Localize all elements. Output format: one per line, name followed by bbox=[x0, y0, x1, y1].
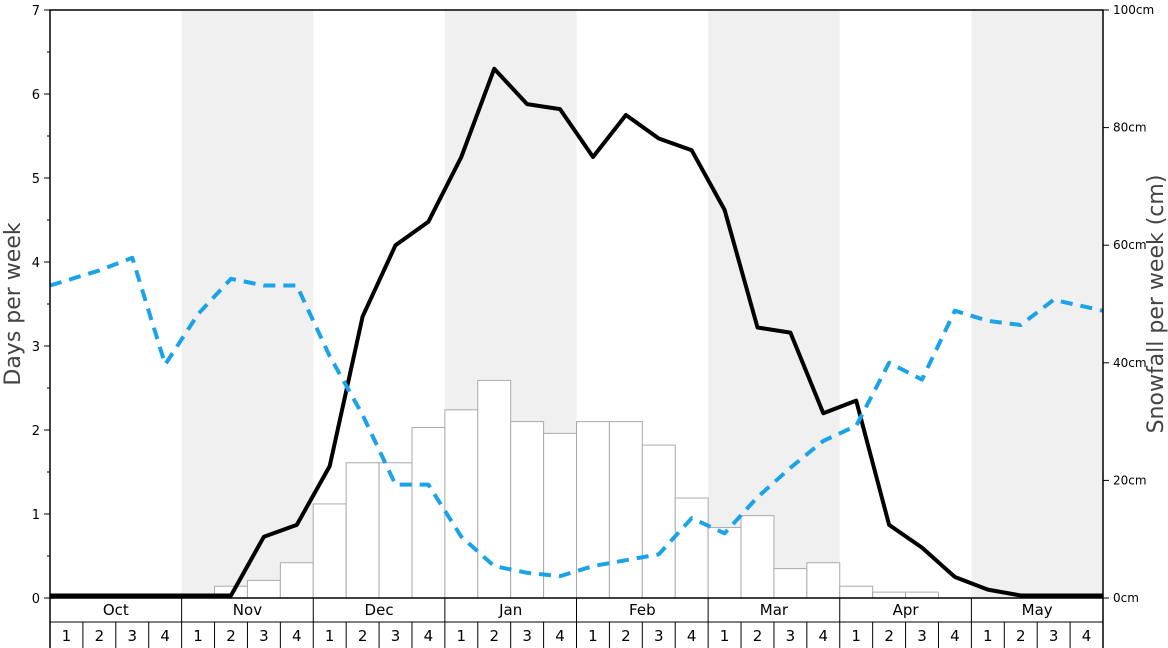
week-label: 3 bbox=[259, 627, 269, 645]
week-label: 4 bbox=[424, 627, 434, 645]
snowfall-bar bbox=[839, 585, 874, 599]
week-label: 1 bbox=[325, 627, 335, 645]
week-label: 4 bbox=[687, 627, 697, 645]
week-label: 4 bbox=[555, 627, 565, 645]
week-label: 2 bbox=[226, 627, 236, 645]
snowfall-bar bbox=[740, 515, 775, 599]
week-label: 2 bbox=[884, 627, 894, 645]
week-label: 2 bbox=[358, 627, 368, 645]
snowfall-bar bbox=[905, 591, 939, 599]
week-label: 3 bbox=[917, 627, 927, 645]
month-band-may bbox=[971, 10, 1103, 598]
month-band-nov bbox=[181, 10, 314, 598]
month-label-oct: Oct bbox=[103, 601, 129, 619]
right-tick-label: 100cm bbox=[1113, 3, 1154, 17]
month-label-mar: Mar bbox=[760, 601, 789, 619]
week-label: 3 bbox=[786, 627, 796, 645]
snowfall-bar bbox=[411, 426, 446, 599]
week-label: 2 bbox=[1016, 627, 1026, 645]
week-label: 3 bbox=[654, 627, 664, 645]
week-label: 4 bbox=[1082, 627, 1092, 645]
week-label: 4 bbox=[819, 627, 829, 645]
left-tick-label: 2 bbox=[32, 424, 40, 439]
snowfall-bar bbox=[674, 497, 709, 599]
left-tick-label: 6 bbox=[32, 88, 40, 103]
week-label: 3 bbox=[1049, 627, 1059, 645]
right-tick-label: 0cm bbox=[1113, 591, 1139, 605]
right-tick-label: 40cm bbox=[1113, 356, 1147, 370]
series-lines bbox=[49, 66, 1104, 598]
snowfall-bar bbox=[806, 562, 841, 599]
snowfall-bar bbox=[246, 579, 281, 599]
week-label: 3 bbox=[127, 627, 137, 645]
month-label-may: May bbox=[1022, 601, 1053, 619]
week-label: 3 bbox=[391, 627, 401, 645]
week-label: 1 bbox=[588, 627, 598, 645]
week-label: 2 bbox=[95, 627, 105, 645]
month-label-nov: Nov bbox=[233, 601, 262, 619]
right-axis-title: Snowfall per week (cm) bbox=[1144, 175, 1168, 434]
week-label: 1 bbox=[457, 627, 467, 645]
month-week-axis: Oct 1 2 3 4 Nov 1 2 3 4 Dec 1 2 3 4 Jan 1 2 3 4 Feb 1 2 3 4 Mar 1 2… bbox=[49, 598, 1104, 648]
week-label: 1 bbox=[851, 627, 861, 645]
week-label: 1 bbox=[720, 627, 730, 645]
left-tick-label: 1 bbox=[32, 508, 40, 523]
solid-series-line bbox=[50, 66, 1103, 598]
month-label-dec: Dec bbox=[365, 601, 394, 619]
right-tick-label: 80cm bbox=[1113, 121, 1147, 135]
month-band-mar bbox=[708, 10, 840, 598]
right-tick-label: 20cm bbox=[1113, 473, 1147, 487]
week-label: 4 bbox=[160, 627, 170, 645]
week-label: 1 bbox=[62, 627, 72, 645]
week-label: 2 bbox=[489, 627, 499, 645]
month-label-jan: Jan bbox=[498, 601, 522, 619]
snowfall-bar bbox=[279, 562, 314, 599]
left-tick-label: 0 bbox=[32, 592, 40, 607]
week-label: 2 bbox=[753, 627, 763, 645]
dashed-series-line bbox=[49, 255, 1104, 579]
snowfall-bar bbox=[773, 568, 808, 599]
left-axis: 0 1 2 3 4 5 6 7 bbox=[32, 4, 50, 607]
snowfall-bar bbox=[477, 379, 512, 599]
left-tick-label: 4 bbox=[32, 256, 40, 271]
month-label-feb: Feb bbox=[629, 601, 656, 619]
week-label: 4 bbox=[950, 627, 960, 645]
week-label: 4 bbox=[292, 627, 302, 645]
right-axis: 0cm 20cm 40cm 60cm 80cm 100cm bbox=[1103, 3, 1154, 605]
snowfall-bar bbox=[444, 409, 479, 599]
snowfall-bar bbox=[378, 462, 413, 599]
snowfall-bar bbox=[641, 444, 676, 599]
snowfall-bar bbox=[872, 591, 907, 599]
snowfall-bar bbox=[608, 421, 643, 599]
left-tick-label: 3 bbox=[32, 340, 40, 355]
snowfall-bar bbox=[345, 462, 380, 599]
week-label: 1 bbox=[983, 627, 993, 645]
snowfall-bars bbox=[214, 379, 939, 599]
week-label: 3 bbox=[522, 627, 532, 645]
snowfall-bar bbox=[312, 503, 347, 599]
week-label: 2 bbox=[621, 627, 631, 645]
left-tick-label: 7 bbox=[32, 4, 40, 19]
left-tick-label: 5 bbox=[32, 172, 40, 187]
week-label: 1 bbox=[193, 627, 203, 645]
month-label-apr: Apr bbox=[893, 601, 920, 619]
snowfall-bar bbox=[543, 432, 577, 599]
right-tick-label: 60cm bbox=[1113, 238, 1147, 252]
left-axis-title: Days per week bbox=[1, 222, 26, 385]
snowfall-bar bbox=[707, 526, 742, 599]
